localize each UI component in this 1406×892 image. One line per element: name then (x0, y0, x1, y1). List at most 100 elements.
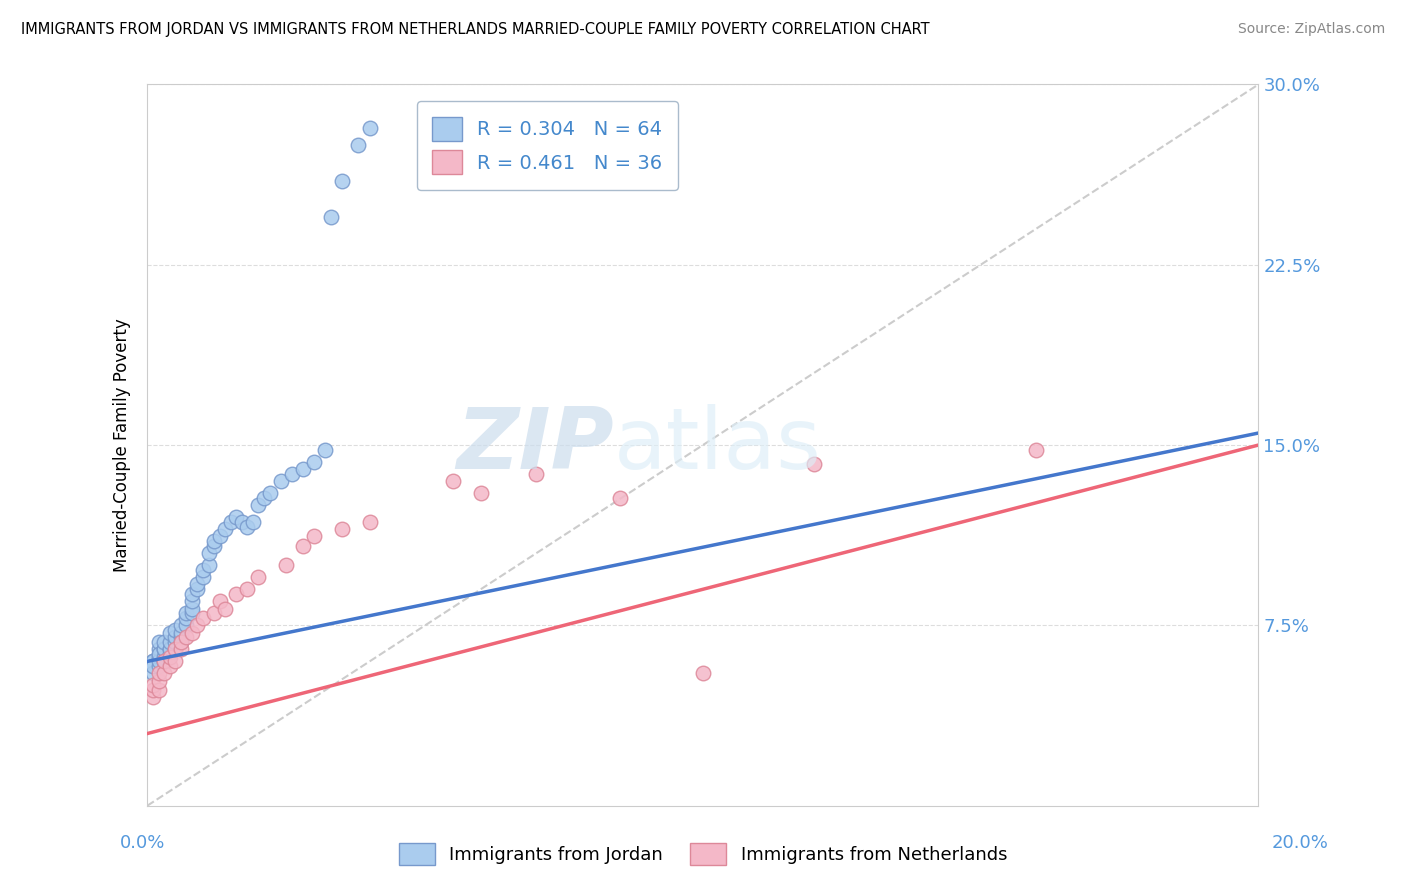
Point (202, 607, 225, 621)
Text: 0.0%: 0.0% (120, 834, 165, 852)
Text: ZIP: ZIP (457, 403, 614, 486)
Legend: Immigrants from Jordan, Immigrants from Netherlands: Immigrants from Jordan, Immigrants from … (391, 836, 1015, 872)
Point (214, 601, 236, 615)
Legend: R = 0.304   N = 64, R = 0.461   N = 36: R = 0.304 N = 64, R = 0.461 N = 36 (418, 102, 678, 190)
Point (524, 467, 547, 481)
Point (153, 654, 176, 668)
Point (153, 649, 176, 664)
Point (142, 690, 165, 705)
Point (153, 654, 176, 668)
Point (165, 623, 187, 637)
Point (170, 635, 193, 649)
Point (148, 642, 170, 657)
Point (180, 594, 202, 608)
Point (281, 467, 304, 481)
Point (174, 618, 197, 632)
Point (142, 659, 165, 673)
Point (225, 587, 247, 601)
Point (159, 659, 181, 673)
Point (148, 649, 170, 664)
Point (441, 474, 464, 488)
Point (359, 120, 381, 135)
Point (159, 649, 181, 664)
Point (148, 666, 170, 681)
Point (148, 647, 170, 661)
Point (148, 683, 170, 698)
Point (170, 635, 193, 649)
Point (159, 642, 181, 657)
Point (208, 529, 231, 543)
Point (180, 607, 202, 621)
Point (191, 563, 214, 577)
Point (247, 570, 270, 584)
Text: Source: ZipAtlas.com: Source: ZipAtlas.com (1237, 22, 1385, 37)
Point (208, 594, 231, 608)
Point (803, 457, 825, 471)
Point (330, 522, 353, 536)
Point (148, 635, 170, 649)
Point (165, 635, 187, 649)
Point (186, 618, 208, 632)
Point (347, 137, 370, 152)
Point (142, 659, 165, 673)
Point (314, 442, 336, 457)
Point (242, 515, 264, 529)
Point (170, 618, 193, 632)
Point (153, 654, 176, 668)
Point (159, 647, 181, 661)
Point (236, 520, 259, 534)
Point (180, 625, 202, 640)
Point (276, 558, 298, 573)
Point (191, 570, 214, 584)
Point (247, 498, 270, 512)
Y-axis label: Married-Couple Family Poverty: Married-Couple Family Poverty (114, 318, 131, 572)
Point (186, 582, 208, 597)
Point (174, 607, 197, 621)
Point (191, 611, 214, 625)
Text: IMMIGRANTS FROM JORDAN VS IMMIGRANTS FROM NETHERLANDS MARRIED-COUPLE FAMILY POVE: IMMIGRANTS FROM JORDAN VS IMMIGRANTS FRO… (21, 22, 929, 37)
Point (159, 635, 181, 649)
Point (214, 522, 236, 536)
Point (142, 654, 165, 668)
Point (692, 666, 714, 681)
Point (174, 631, 197, 645)
Point (153, 642, 176, 657)
Text: 20.0%: 20.0% (1272, 834, 1329, 852)
Point (148, 673, 170, 688)
Point (291, 462, 314, 476)
Point (159, 625, 181, 640)
Point (180, 601, 202, 615)
Point (253, 491, 276, 505)
Point (165, 654, 187, 668)
Point (170, 625, 193, 640)
Point (609, 491, 631, 505)
Point (142, 666, 165, 681)
Point (302, 455, 325, 469)
Point (165, 642, 187, 657)
Point (359, 515, 381, 529)
Point (197, 546, 219, 560)
Point (319, 210, 342, 224)
Point (148, 654, 170, 668)
Point (219, 515, 242, 529)
Point (170, 642, 193, 657)
Point (225, 510, 247, 524)
Text: atlas: atlas (614, 403, 823, 486)
Point (186, 577, 208, 591)
Point (142, 654, 165, 668)
Point (142, 683, 165, 698)
Point (197, 558, 219, 573)
Point (142, 678, 165, 692)
Point (153, 642, 176, 657)
Point (231, 515, 253, 529)
Point (202, 539, 225, 553)
Point (291, 539, 314, 553)
Point (302, 529, 325, 543)
Point (1025, 442, 1047, 457)
Point (330, 173, 353, 187)
Point (148, 659, 170, 673)
Point (165, 642, 187, 657)
Point (270, 474, 292, 488)
Point (236, 582, 259, 597)
Point (165, 631, 187, 645)
